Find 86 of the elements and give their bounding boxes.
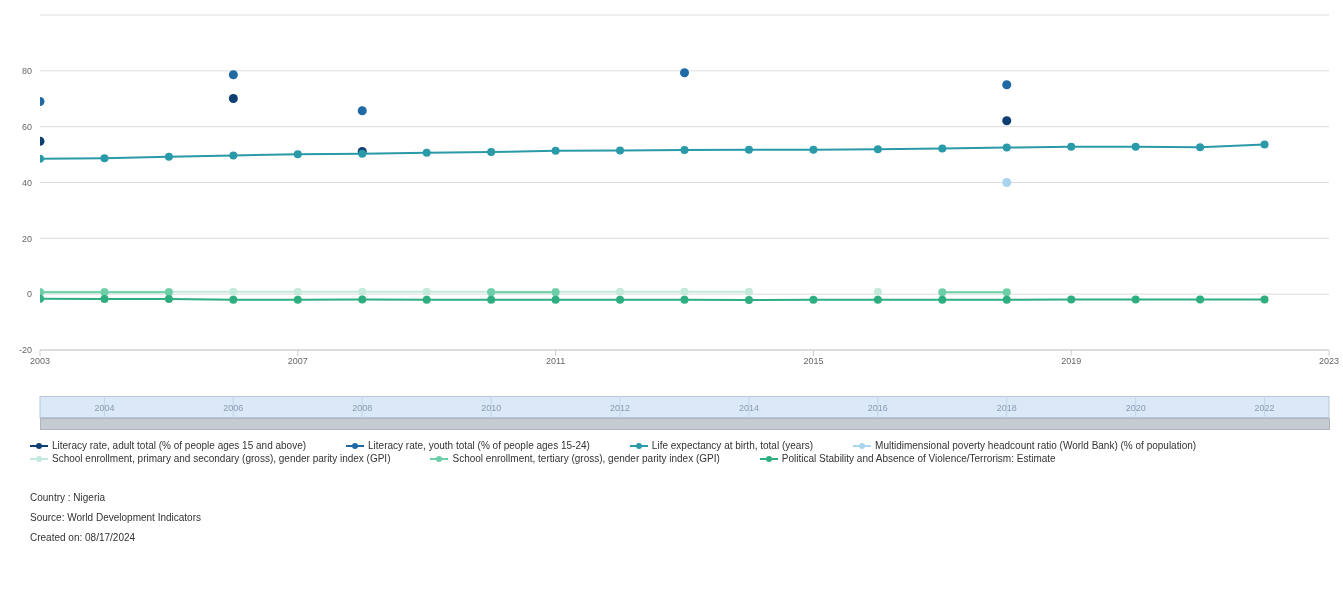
point [100, 294, 109, 303]
point [164, 152, 173, 161]
point [616, 287, 625, 296]
x2-tick-label: 2022 [1254, 403, 1275, 413]
point [938, 295, 947, 304]
legend-label: School enrollment, primary and secondary (gross), gender parity index (GPI) [52, 453, 391, 464]
point [1002, 177, 1012, 188]
point [551, 146, 560, 155]
x2-tick-label: 2006 [223, 403, 244, 413]
point [1067, 142, 1076, 151]
legend-label: School enrollment, tertiary (gross), gender parity index (GPI) [452, 453, 720, 464]
point [680, 146, 689, 155]
point [293, 287, 302, 296]
point [1002, 295, 1011, 304]
x-tick-label: 2003 [29, 356, 51, 367]
point [679, 68, 690, 78]
point [551, 295, 560, 304]
point [744, 145, 753, 154]
point [744, 287, 753, 296]
y-tick-label: 80 [21, 66, 32, 77]
x-tick-label: 2023 [1318, 356, 1340, 367]
y-tick-label: 40 [21, 177, 32, 188]
legend-label: Life expectancy at birth, total (years) [651, 440, 814, 451]
text: Country : Nigeria [30, 491, 107, 505]
x2-tick-label: 2010 [481, 403, 502, 413]
point [100, 154, 109, 163]
point [228, 93, 238, 103]
point [938, 144, 947, 153]
x-tick-label: 2007 [287, 356, 308, 367]
point [1002, 143, 1011, 152]
legend-label: Multidimensional poverty headcount ratio (World Bank) (% of population) [875, 440, 1197, 451]
point [744, 296, 753, 305]
point [293, 295, 302, 304]
point [358, 287, 367, 296]
point [616, 295, 625, 304]
point [293, 150, 302, 159]
x2-tick-label: 2014 [738, 403, 759, 413]
point [873, 145, 882, 154]
point [873, 287, 882, 296]
point [1196, 295, 1205, 304]
point [1131, 295, 1140, 304]
point [487, 295, 496, 304]
x-tick-label: 2011 [545, 356, 566, 367]
x-tick-label: 2019 [1061, 356, 1082, 367]
point [422, 295, 431, 304]
point [422, 148, 431, 157]
y-tick-label: 60 [21, 121, 32, 132]
x2-tick-label: 2012 [610, 403, 631, 413]
point [229, 151, 238, 160]
point [1002, 80, 1012, 90]
point [809, 295, 818, 304]
point [164, 294, 173, 303]
point [1002, 116, 1012, 126]
point [616, 146, 625, 155]
text: Created on: 08/17/2024 [30, 531, 137, 545]
point [680, 295, 689, 304]
source-note: Source: World Development Indicators [30, 511, 202, 525]
x2-tick-label: 2020 [1125, 403, 1146, 413]
point [358, 295, 367, 304]
point [1002, 288, 1011, 297]
point [422, 287, 431, 296]
point [809, 145, 818, 154]
point [680, 287, 689, 296]
x2-tick-label: 2016 [867, 403, 888, 413]
legend-label: Political Stability and Absence of Violence/Terrorism: Estimate [781, 453, 1056, 464]
point [228, 70, 238, 80]
point [1067, 295, 1076, 304]
point [1260, 295, 1269, 304]
y-tick-label: 0 [26, 289, 32, 300]
x-tick-label: 2015 [803, 356, 824, 367]
legend-label: Literacy rate, adult total (% of people ages 15 and above) [52, 440, 307, 451]
x2-tick-label: 2018 [996, 403, 1017, 413]
legend-label: Literacy rate, youth total (% of people ages 15-24) [368, 440, 590, 451]
point [938, 288, 947, 297]
point [1131, 142, 1140, 151]
point [1196, 143, 1205, 152]
point [1260, 140, 1269, 149]
point [229, 295, 238, 304]
y-tick-label: 20 [21, 233, 32, 244]
point [229, 287, 238, 296]
point [357, 106, 367, 116]
point [487, 148, 496, 157]
point [873, 295, 882, 304]
y-tick-label: -20 [18, 345, 32, 356]
x2-tick-label: 2004 [94, 403, 115, 413]
x2-tick-label: 2008 [352, 403, 373, 413]
